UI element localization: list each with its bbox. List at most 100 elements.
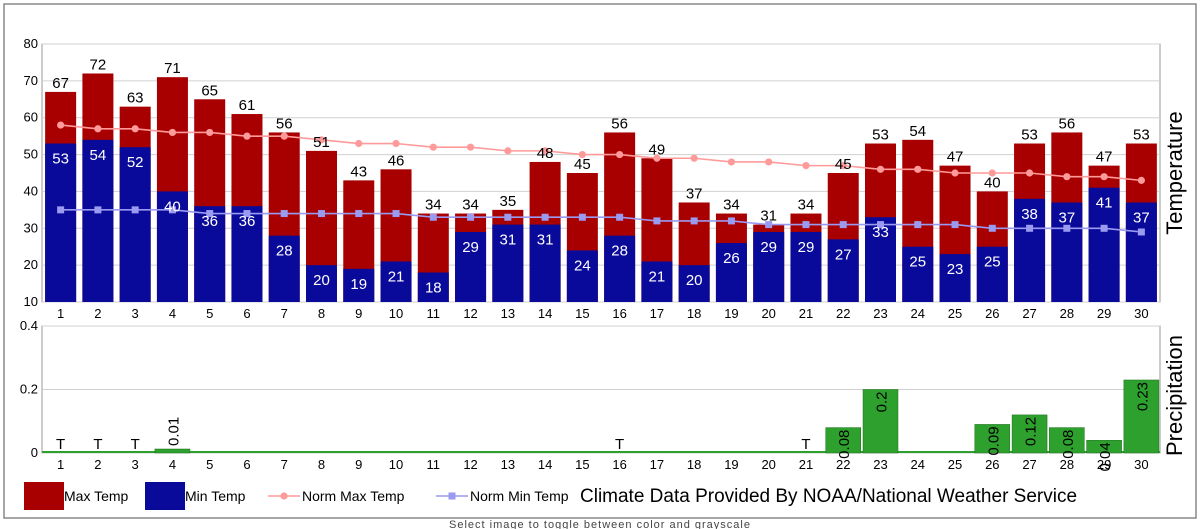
norm-min-temp-point [653,217,661,225]
min-temp-label: 37 [1133,209,1150,226]
min-temp-bar [45,143,77,302]
temperature-x-tick: 21 [799,306,813,321]
norm-max-temp-point [1063,173,1071,181]
precipitation-x-tick: 23 [873,457,887,472]
toggle-footnote[interactable]: Select image to toggle between color and… [449,519,751,529]
min-temp-bar [194,206,226,302]
norm-max-temp-point [839,162,847,170]
min-temp-label: 25 [909,254,926,271]
min-temp-bar [82,139,114,302]
max-temp-label: 34 [723,197,740,214]
max-temp-label: 35 [499,193,516,210]
temperature-x-tick: 9 [355,306,362,321]
precipitation-bar [1049,427,1085,454]
max-temp-label: 46 [388,152,405,169]
norm-min-temp-point [131,206,139,214]
max-temp-label: 34 [425,197,442,214]
min-temp-label: 52 [127,154,144,171]
precipitation-label: 0.23 [1134,382,1151,411]
temperature-x-tick: 16 [612,306,626,321]
precipitation-x-tick: 1 [57,457,64,472]
precipitation-x-tick: 11 [427,457,441,472]
min-temp-bar [1051,202,1083,302]
max-temp-label: 65 [201,82,218,99]
precipitation-x-tick: 28 [1060,457,1074,472]
precipitation-x-tick: 24 [911,457,925,472]
norm-max-temp-point [578,150,586,159]
min-temp-bar [417,272,449,302]
precipitation-x-tick: 9 [355,457,362,472]
min-temp-bar [566,250,598,302]
norm-min-temp-point [877,221,884,229]
precipitation-label: 0.08 [836,430,853,459]
legend-label: Min Temp [185,488,246,504]
precipitation-x-tick: 22 [836,457,850,472]
max-temp-label: 56 [276,115,293,132]
norm-max-temp-point [1100,173,1108,181]
precipitation-x-tick: 2 [94,457,101,472]
precipitation-x-tick: 19 [724,457,738,472]
min-temp-label: 28 [611,243,628,260]
precipitation-x-tick: 7 [281,457,288,472]
precipitation-bar [1123,379,1160,454]
temperature-x-tick: 15 [575,306,589,321]
min-temp-bar [678,265,710,302]
precipitation-x-tick: 4 [169,457,176,472]
temperature-y-tick: 50 [24,147,38,162]
min-temp-label: 20 [686,272,703,289]
precipitation-bar [825,427,861,454]
min-temp-label: 36 [239,213,256,230]
min-temp-bar [715,243,747,302]
norm-max-temp-point [94,125,102,133]
precipitation-x-tick: 12 [463,457,477,472]
precipitation-bar [862,389,899,454]
max-temp-label: 61 [239,97,256,114]
temperature-x-tick: 5 [206,306,213,321]
norm-min-temp-point [355,210,363,218]
precipitation-x-tick: 16 [612,457,626,472]
norm-max-temp-point [57,121,65,129]
min-temp-label: 40 [164,198,181,215]
precipitation-x-tick: 26 [985,457,999,472]
min-temp-bar [1088,187,1120,302]
min-temp-label: 23 [947,261,964,278]
norm-max-temp-point [802,162,810,170]
min-temp-bar [306,265,337,302]
temperature-x-tick: 24 [911,306,925,321]
norm-min-temp-point [727,217,735,225]
temperature-x-tick: 20 [761,306,775,321]
temperature-x-tick: 23 [873,306,887,321]
temperature-y-tick: 30 [24,220,38,235]
norm-min-temp-point [988,224,996,232]
norm-min-temp-point [467,213,475,221]
max-temp-label: 34 [462,197,479,214]
precipitation-label: 0.04 [1097,442,1114,471]
norm-min-temp-point [914,221,922,229]
precipitation-x-tick: 18 [687,457,701,472]
legend-swatch [24,482,64,510]
max-temp-label: 45 [574,156,591,173]
max-temp-label: 45 [835,156,852,173]
temperature-x-tick: 25 [948,306,962,321]
norm-max-temp-point [243,132,251,140]
temperature-x-tick: 6 [243,306,250,321]
legend-marker [448,492,456,500]
precipitation-x-tick: 15 [575,457,589,472]
temperature-axis-label: Temperature [1162,111,1187,235]
norm-max-temp-point [280,132,288,140]
temperature-x-tick: 27 [1022,306,1036,321]
max-temp-label: 31 [760,208,777,225]
min-temp-label: 53 [52,151,69,168]
min-temp-bar [1014,198,1046,302]
temperature-x-tick: 13 [501,306,515,321]
norm-max-temp-point [317,136,326,144]
min-temp-label: 31 [537,232,554,249]
norm-max-temp-line [60,124,1142,182]
norm-min-temp-point [94,206,102,214]
credit-text: Climate Data Provided By NOAA/National W… [580,486,1077,507]
min-temp-label: 19 [350,276,367,293]
norm-min-temp-point [690,217,698,225]
min-temp-bar [529,224,561,302]
min-temp-label: 37 [1058,209,1075,226]
min-temp-label: 25 [984,254,1001,271]
